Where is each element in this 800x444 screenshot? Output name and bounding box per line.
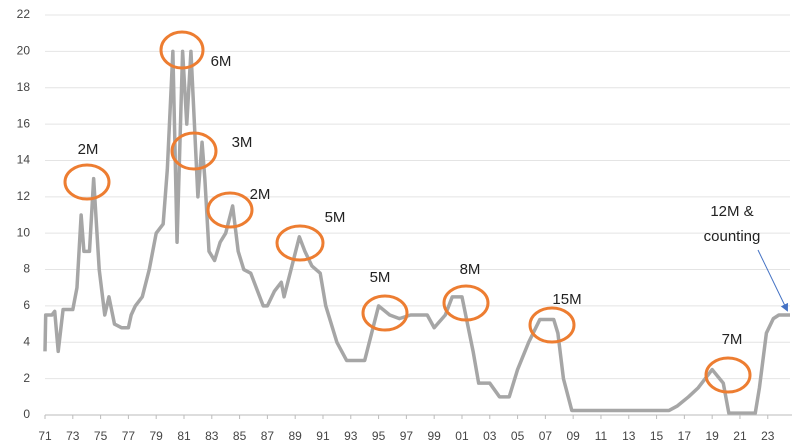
annotation: 2M — [250, 186, 271, 203]
y-tick-label: 18 — [17, 80, 31, 94]
x-tick-label: 15 — [650, 429, 664, 443]
y-tick-label: 16 — [17, 116, 31, 130]
x-tick-label: 79 — [150, 429, 164, 443]
y-tick-label: 8 — [23, 262, 30, 276]
plot: 0 2 4 6 8 10 12 14 16 18 20 22 71 73 75 77 79 81 83 85 87 89 9… — [17, 7, 790, 443]
x-tick-label: 85 — [233, 429, 247, 443]
y-tick-label: 12 — [17, 189, 31, 203]
y-tick-label: 22 — [17, 7, 31, 21]
y-tick-label: 2 — [23, 371, 30, 385]
x-tick-label: 05 — [511, 429, 525, 443]
y-tick-label: 4 — [23, 334, 30, 348]
series-line — [43, 49, 790, 415]
x-tick-label: 87 — [261, 429, 275, 443]
arrow — [757, 249, 788, 312]
annotation: 3M — [232, 134, 253, 151]
x-tick-label: 97 — [400, 429, 414, 443]
annotation: 12M & — [710, 203, 753, 220]
annotation: 7M — [722, 331, 743, 348]
annotation: 6M — [211, 53, 232, 70]
x-tick-label: 17 — [678, 429, 692, 443]
x-tick-label: 77 — [122, 429, 136, 443]
circle — [159, 30, 205, 70]
circle — [63, 163, 111, 201]
x-tick-label: 99 — [427, 429, 441, 443]
annotation: 8M — [460, 261, 481, 278]
circle — [170, 131, 218, 171]
y-tick-label: 10 — [17, 225, 31, 239]
x-tick-label: 03 — [483, 429, 497, 443]
x-tick-label: 01 — [455, 429, 469, 443]
x-tick-label: 23 — [761, 429, 775, 443]
x-tick-label: 71 — [38, 429, 52, 443]
y-tick-label: 20 — [17, 44, 31, 58]
circle — [442, 284, 490, 322]
circle — [528, 306, 576, 344]
annotation: 2M — [78, 141, 99, 158]
annotation: 5M — [370, 269, 391, 286]
x-tick-label: 95 — [372, 429, 386, 443]
annotation: counting — [704, 228, 761, 245]
circle — [361, 294, 409, 332]
x-tick-label: 11 — [595, 429, 608, 443]
y-tick-label: 0 — [23, 407, 30, 421]
x-tick-label: 93 — [344, 429, 358, 443]
annotation: 5M — [325, 209, 346, 226]
x-tick-label: 83 — [205, 429, 219, 443]
x-tick-label: 07 — [539, 429, 553, 443]
x-tick-label: 21 — [733, 429, 747, 443]
x-tick-label: 81 — [177, 429, 191, 443]
circle — [275, 224, 325, 262]
highlight-circles — [63, 30, 752, 394]
x-tick-label: 91 — [316, 429, 330, 443]
y-tick-label: 6 — [23, 298, 30, 312]
annotation: 15M — [552, 291, 581, 308]
x-tick-label: 19 — [705, 429, 719, 443]
x-tick-label: 89 — [289, 429, 303, 443]
circle — [704, 356, 752, 394]
x-tick-label: 09 — [566, 429, 580, 443]
y-tick-label: 14 — [17, 153, 31, 167]
x-tick-label: 13 — [622, 429, 636, 443]
x-tick-label: 75 — [94, 429, 108, 443]
circle — [206, 191, 254, 229]
x-tick-label: 73 — [66, 429, 80, 443]
